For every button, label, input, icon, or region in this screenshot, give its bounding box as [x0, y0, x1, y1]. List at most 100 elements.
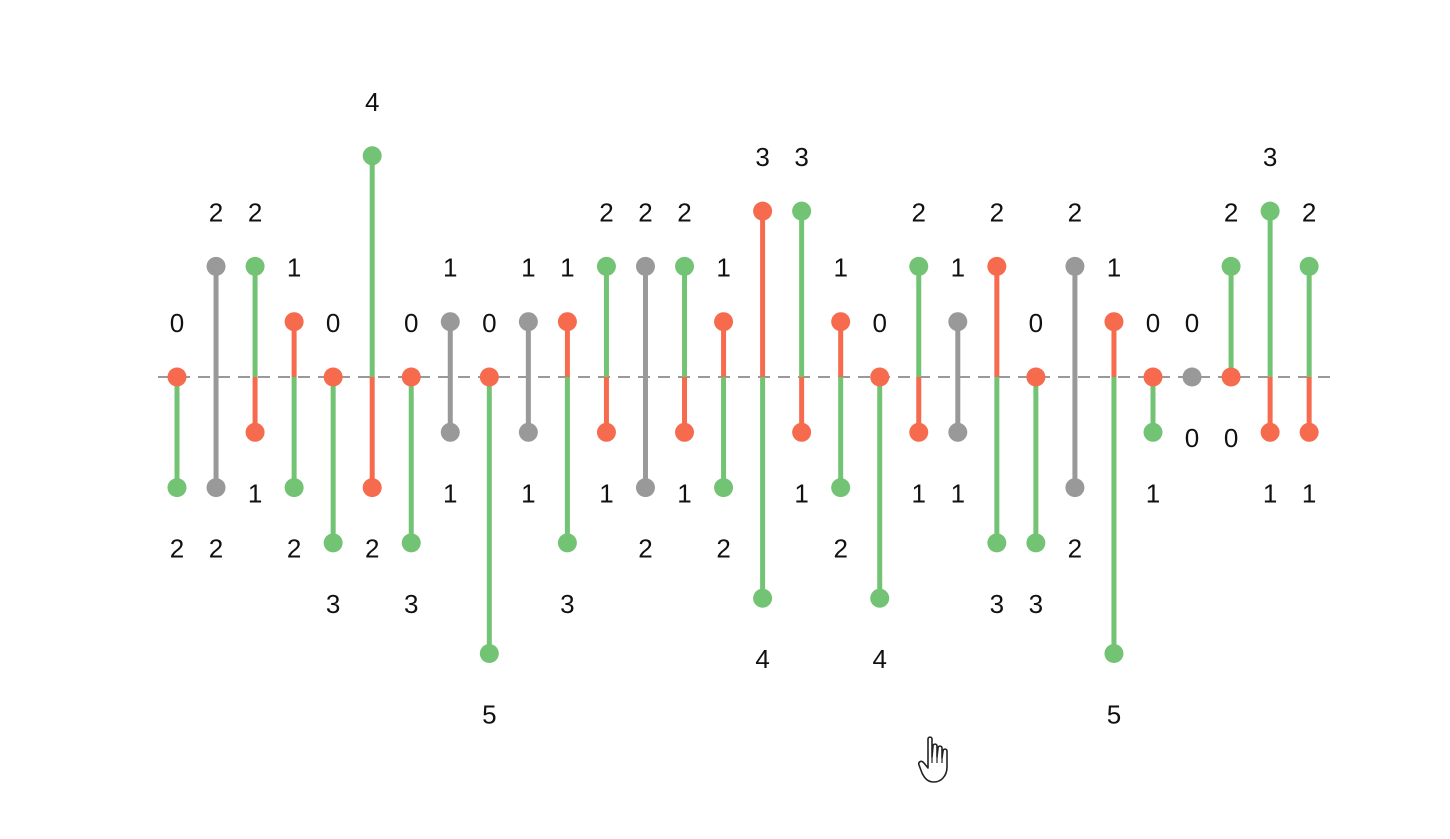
- dumbbell-item: 21: [245, 197, 265, 508]
- upper-value-label: 1: [951, 253, 965, 283]
- lower-value-label: 5: [482, 700, 496, 730]
- lower-value-label: 2: [638, 534, 652, 564]
- dumbbell-item: 21: [909, 197, 929, 508]
- upper-value-label: 0: [1185, 308, 1199, 338]
- upper-point: [753, 201, 773, 221]
- upper-value-label: 2: [912, 197, 926, 227]
- lower-point: [479, 644, 499, 663]
- upper-value-label: 1: [833, 253, 847, 283]
- hand-pointer-icon: [918, 736, 948, 783]
- dumbbell-item: 34: [753, 142, 773, 674]
- lower-point: [909, 422, 929, 442]
- upper-value-label: 0: [1029, 308, 1043, 338]
- lower-point: [753, 588, 773, 608]
- dumbbell-item: 01: [1143, 308, 1163, 508]
- lower-value-label: 2: [1068, 534, 1082, 564]
- upper-point: [1299, 256, 1319, 276]
- lower-point: [1104, 644, 1124, 663]
- lower-point: [284, 478, 304, 498]
- upper-value-label: 2: [638, 197, 652, 227]
- lower-value-label: 3: [1029, 589, 1043, 619]
- dumbbell-item: 11: [440, 253, 460, 508]
- upper-value-label: 3: [1263, 142, 1277, 172]
- lower-value-label: 1: [794, 478, 808, 508]
- upper-point: [987, 256, 1007, 276]
- lower-value-label: 3: [990, 589, 1004, 619]
- upper-point: [1143, 367, 1163, 387]
- dumbbell-item: 11: [518, 253, 538, 508]
- upper-point: [635, 256, 655, 276]
- upper-point: [518, 312, 538, 332]
- dumbbell-item: 02: [167, 308, 187, 564]
- lower-value-label: 0: [1224, 423, 1238, 453]
- lower-point: [635, 478, 655, 498]
- upper-point: [245, 256, 265, 276]
- lower-point: [518, 422, 538, 442]
- lower-point: [1143, 422, 1163, 442]
- upper-value-label: 4: [365, 87, 379, 117]
- upper-point: [440, 312, 460, 332]
- dumbbell-item: 00: [1182, 308, 1202, 453]
- lower-value-label: 2: [365, 534, 379, 564]
- dumbbell-item: 22: [1065, 197, 1085, 564]
- dumbbell-item: 03: [401, 308, 421, 619]
- dumbbell-item: 21: [1299, 197, 1319, 508]
- lower-value-label: 3: [326, 589, 340, 619]
- upper-value-label: 2: [248, 197, 262, 227]
- lower-point: [1260, 422, 1280, 442]
- lower-value-label: 1: [443, 478, 457, 508]
- lower-value-label: 4: [872, 644, 886, 674]
- dumbbell-item: 42: [362, 87, 382, 564]
- upper-value-label: 2: [599, 197, 613, 227]
- upper-point: [948, 312, 968, 332]
- upper-point: [1104, 312, 1124, 332]
- lower-point: [323, 533, 343, 553]
- dumbbell-item: 23: [987, 197, 1007, 619]
- upper-value-label: 0: [1146, 308, 1160, 338]
- upper-point: [401, 367, 421, 387]
- upper-value-label: 3: [755, 142, 769, 172]
- lower-value-label: 4: [755, 644, 769, 674]
- upper-value-label: 2: [1224, 197, 1238, 227]
- chart-marks: 0222211203420311051113212221123431120421…: [167, 87, 1319, 730]
- upper-value-label: 0: [404, 308, 418, 338]
- lower-point: [206, 478, 226, 498]
- upper-value-label: 2: [209, 197, 223, 227]
- upper-value-label: 0: [482, 308, 496, 338]
- upper-value-label: 3: [794, 142, 808, 172]
- upper-value-label: 2: [677, 197, 691, 227]
- dumbbell-item: 04: [870, 308, 890, 674]
- upper-point: [167, 367, 187, 387]
- dumbbell-item: 31: [1260, 142, 1280, 508]
- upper-point: [1026, 367, 1046, 387]
- upper-value-label: 1: [521, 253, 535, 283]
- upper-point: [909, 256, 929, 276]
- upper-value-label: 1: [1107, 253, 1121, 283]
- lower-value-label: 2: [716, 534, 730, 564]
- upper-point: [1260, 201, 1280, 221]
- upper-point: [675, 256, 695, 276]
- lower-value-label: 1: [677, 478, 691, 508]
- upper-point: [557, 312, 577, 332]
- upper-value-label: 0: [170, 308, 184, 338]
- dumbbell-item: 21: [596, 197, 616, 508]
- lower-point: [557, 533, 577, 553]
- lower-value-label: 1: [599, 478, 613, 508]
- upper-value-label: 0: [872, 308, 886, 338]
- lower-point: [870, 588, 890, 608]
- lower-value-label: 1: [521, 478, 535, 508]
- upper-point: [479, 367, 499, 387]
- lower-value-label: 1: [951, 478, 965, 508]
- upper-point: [714, 312, 734, 332]
- lower-point: [440, 422, 460, 442]
- dumbbell-item: 22: [635, 197, 655, 564]
- upper-point: [792, 201, 812, 221]
- lower-point: [675, 422, 695, 442]
- upper-value-label: 2: [1068, 197, 1082, 227]
- upper-point: [596, 256, 616, 276]
- lower-value-label: 3: [560, 589, 574, 619]
- lower-value-label: 1: [1263, 478, 1277, 508]
- lower-point: [596, 422, 616, 442]
- lower-value-label: 1: [1146, 478, 1160, 508]
